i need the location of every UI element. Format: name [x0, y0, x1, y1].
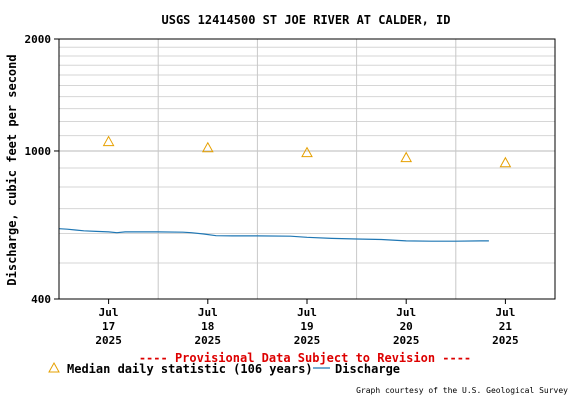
x-tick-label: 19	[300, 320, 313, 333]
usgs-credit: Graph courtesy of the U.S. Geological Su…	[356, 386, 568, 395]
x-tick-label: 17	[102, 320, 115, 333]
discharge-series-line	[58, 228, 489, 242]
x-tick-label: 2025	[393, 334, 420, 347]
x-tick-label: 21	[499, 320, 513, 333]
y-tick-label: 1000	[25, 145, 52, 158]
series-layer	[58, 135, 512, 242]
x-tick-label: 2025	[95, 334, 122, 347]
median-point-marker	[499, 156, 512, 168]
y-tick-label: 2000	[25, 33, 52, 46]
grid-lines	[59, 39, 555, 299]
x-tick-label: 18	[201, 320, 214, 333]
y-tick-label: 400	[31, 293, 51, 306]
median-point-marker	[102, 135, 115, 147]
x-tick-label: 2025	[195, 334, 222, 347]
x-tick-label: Jul	[495, 306, 515, 319]
x-tick-label: 2025	[294, 334, 321, 347]
legend: Median daily statistic (106 years) Discha…	[48, 361, 400, 376]
legend-triangle-icon	[48, 361, 60, 373]
x-tick-label: 20	[400, 320, 413, 333]
axis-ticks: 40010002000Jul172025Jul182025Jul192025Ju…	[25, 33, 519, 347]
chart-title: USGS 12414500 ST JOE RIVER AT CALDER, ID	[162, 13, 451, 27]
legend-label-discharge: Discharge	[335, 362, 400, 376]
x-tick-label: 2025	[492, 334, 519, 347]
median-point-marker	[201, 141, 214, 153]
x-tick-label: Jul	[297, 306, 317, 319]
x-tick-label: Jul	[99, 306, 119, 319]
y-axis-label: Discharge, cubic feet per second	[5, 54, 19, 285]
median-point-marker	[301, 146, 313, 158]
x-tick-label: Jul	[198, 306, 218, 319]
x-tick-label: Jul	[396, 306, 416, 319]
median-point-marker	[400, 151, 413, 163]
legend-label-median: Median daily statistic (106 years)	[67, 362, 313, 376]
provisional-data-note: ---- Provisional Data Subject to Revisio…	[139, 351, 471, 365]
